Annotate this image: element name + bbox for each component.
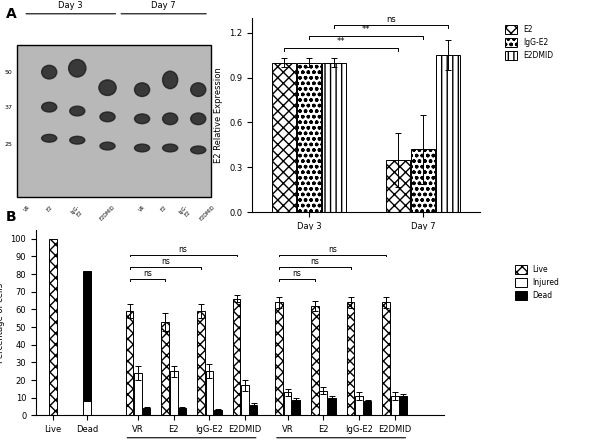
Ellipse shape <box>70 106 85 116</box>
Text: ns: ns <box>143 270 152 278</box>
Text: A: A <box>6 7 17 21</box>
Bar <box>161 322 169 415</box>
Ellipse shape <box>41 102 57 112</box>
Bar <box>178 408 186 415</box>
Text: E2: E2 <box>45 204 53 212</box>
Text: **: ** <box>362 25 370 34</box>
Bar <box>322 63 346 212</box>
Ellipse shape <box>163 144 178 152</box>
Ellipse shape <box>163 71 178 89</box>
Bar <box>319 391 327 415</box>
Text: IgG-
E2: IgG- E2 <box>178 204 193 219</box>
Text: Day 3: Day 3 <box>58 1 83 10</box>
Bar <box>311 306 319 415</box>
Bar <box>284 392 292 415</box>
Bar <box>197 311 205 415</box>
Bar <box>347 302 355 415</box>
Bar <box>49 239 57 415</box>
Bar <box>170 371 178 415</box>
Legend: E2, IgG-E2, E2DMID: E2, IgG-E2, E2DMID <box>502 22 556 63</box>
Bar <box>400 396 407 415</box>
Bar <box>125 311 133 415</box>
Text: VR: VR <box>138 204 146 213</box>
Text: ns: ns <box>386 15 396 24</box>
Ellipse shape <box>163 113 178 125</box>
Ellipse shape <box>191 113 206 125</box>
Bar <box>17 45 211 197</box>
Bar <box>292 400 300 415</box>
Bar <box>83 401 91 415</box>
Text: ns: ns <box>328 245 337 254</box>
Bar <box>233 299 241 415</box>
Text: E2DMID: E2DMID <box>99 204 116 222</box>
Bar <box>275 302 283 415</box>
Text: IgG-
E2: IgG- E2 <box>70 204 85 219</box>
Text: Day 7: Day 7 <box>151 1 176 10</box>
Ellipse shape <box>70 136 85 144</box>
Y-axis label: Percentage of cells: Percentage of cells <box>0 282 5 363</box>
Bar <box>411 149 435 212</box>
Ellipse shape <box>134 114 149 124</box>
Legend: Live, Injured, Dead: Live, Injured, Dead <box>512 262 563 303</box>
Bar <box>250 405 257 415</box>
Text: 25: 25 <box>5 141 13 147</box>
Ellipse shape <box>134 144 149 152</box>
Ellipse shape <box>68 60 86 77</box>
Text: 37: 37 <box>4 105 13 110</box>
Ellipse shape <box>100 112 115 122</box>
Bar <box>214 410 222 415</box>
Bar <box>436 55 460 212</box>
Ellipse shape <box>191 83 206 96</box>
Text: 50: 50 <box>5 70 13 75</box>
Bar <box>364 401 371 415</box>
Text: B: B <box>6 210 17 224</box>
Bar <box>134 373 142 415</box>
Bar <box>355 396 363 415</box>
Ellipse shape <box>100 142 115 150</box>
Text: ns: ns <box>310 257 319 266</box>
Ellipse shape <box>41 134 57 142</box>
Bar <box>241 385 249 415</box>
Text: E2DMID: E2DMID <box>198 204 215 222</box>
Text: VR: VR <box>23 204 32 213</box>
Bar <box>206 371 213 415</box>
Bar <box>272 63 296 212</box>
Ellipse shape <box>134 83 149 96</box>
Bar <box>83 271 91 415</box>
Bar <box>386 160 410 212</box>
Ellipse shape <box>41 65 57 79</box>
Text: ns: ns <box>293 270 301 278</box>
Y-axis label: E2 Relative Expression: E2 Relative Expression <box>214 67 223 163</box>
Bar <box>297 63 321 212</box>
Ellipse shape <box>191 146 206 154</box>
Text: ns: ns <box>179 245 187 254</box>
Bar <box>328 398 335 415</box>
Bar <box>382 302 390 415</box>
Text: **: ** <box>337 37 345 46</box>
Ellipse shape <box>99 80 116 95</box>
Bar <box>143 408 151 415</box>
Text: E2: E2 <box>160 204 167 212</box>
Text: ns: ns <box>161 257 170 266</box>
Bar <box>391 396 398 415</box>
